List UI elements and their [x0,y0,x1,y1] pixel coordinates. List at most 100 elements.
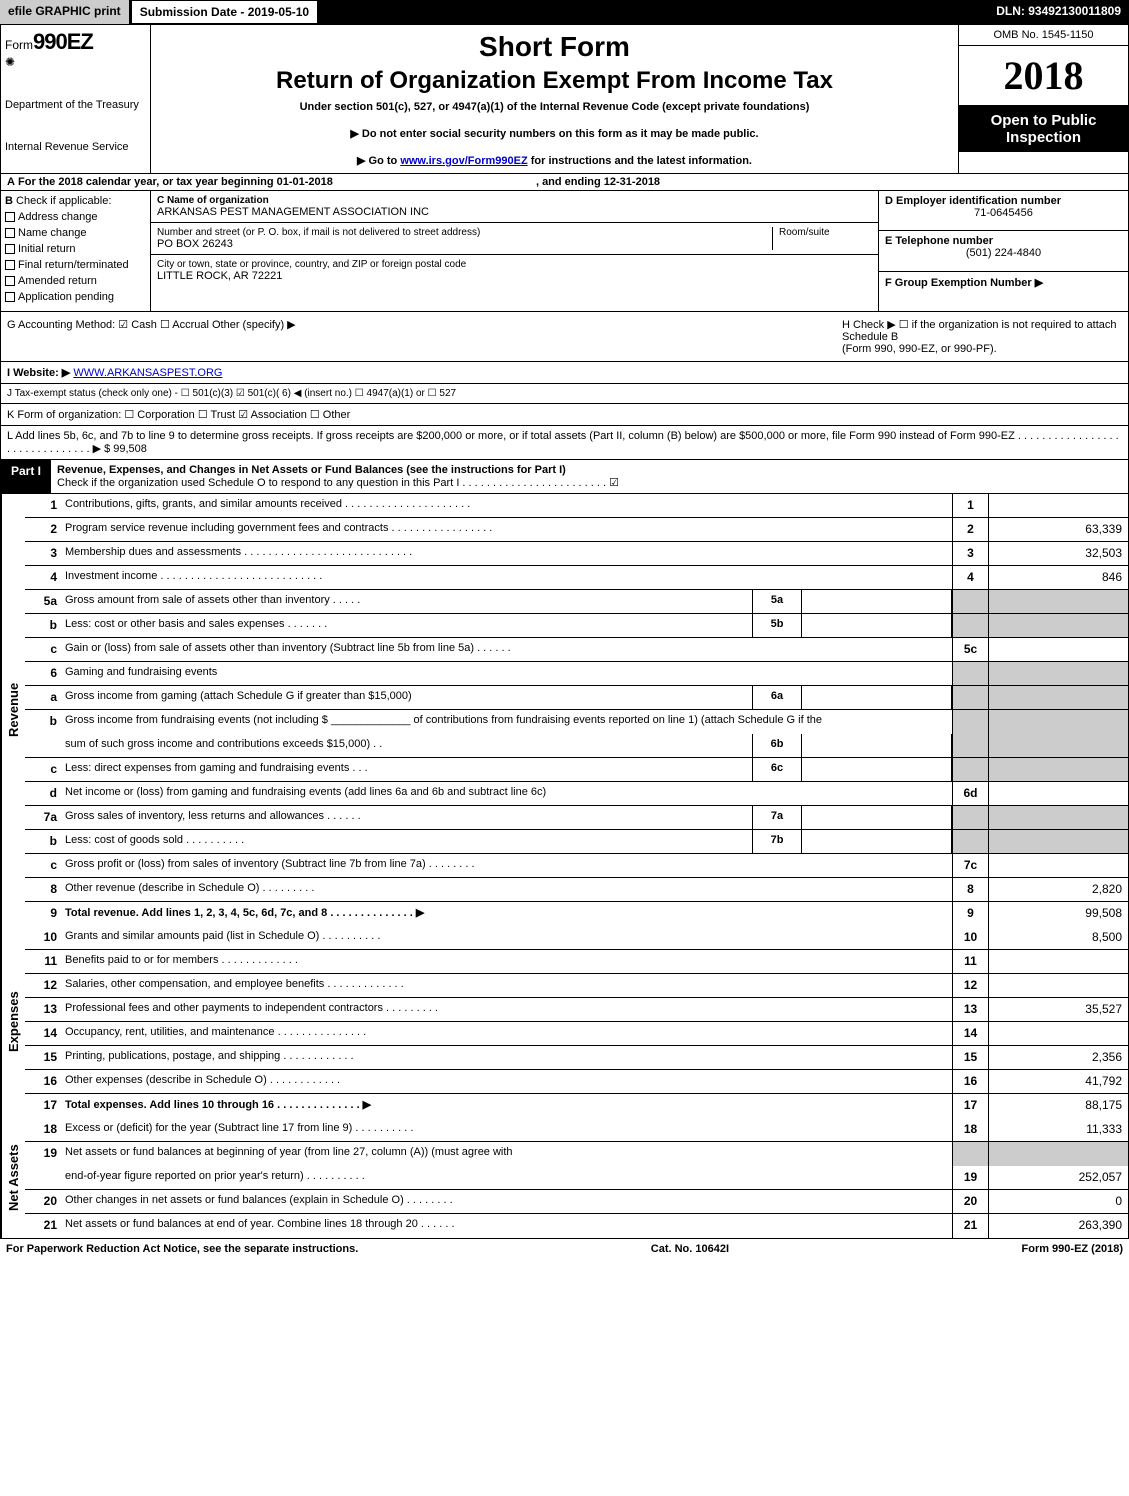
chk-address-change[interactable]: Address change [5,211,146,223]
expenses-section: Expenses 10Grants and similar amounts pa… [1,926,1128,1118]
b-label: B Check if applicable: [5,195,146,207]
return-title: Return of Organization Exempt From Incom… [157,67,952,95]
ein-value: 71-0645456 [885,207,1122,219]
part1-title: Revenue, Expenses, and Changes in Net As… [51,460,1128,493]
address-cell: Number and street (or P. O. box, if mail… [151,223,878,255]
checkbox-icon [5,228,15,238]
accounting-method: G Accounting Method: ☑ Cash ☐ Accrual Ot… [7,318,842,355]
line-7b: bLess: cost of goods sold . . . . . . . … [25,830,1128,854]
line-18: 18Excess or (deficit) for the year (Subt… [25,1118,1128,1142]
row-i: I Website: ▶ WWW.ARKANSASPEST.ORG [0,362,1129,384]
short-form-title: Short Form [157,31,952,63]
header-center: Short Form Return of Organization Exempt… [151,25,958,173]
dept-treasury: Department of the Treasury [5,99,146,111]
page-footer: For Paperwork Reduction Act Notice, see … [0,1239,1129,1259]
room-label: Room/suite [779,227,872,238]
goto-post: for instructions and the latest informat… [528,155,752,167]
efile-print-button[interactable]: efile GRAPHIC print [0,0,131,24]
open-line2: Inspection [965,129,1122,146]
part1-label: Part I [1,460,51,493]
dln: DLN: 93492130011809 [988,0,1129,24]
header-left: Form990EZ ✺ Department of the Treasury I… [1,25,151,173]
top-bar: efile GRAPHIC print Submission Date - 20… [0,0,1129,24]
header-right: OMB No. 1545-1150 2018 Open to Public In… [958,25,1128,173]
addr-label: Number and street (or P. O. box, if mail… [157,227,772,238]
chk-application-pending[interactable]: Application pending [5,291,146,303]
checkbox-icon [5,276,15,286]
line-6b2: sum of such gross income and contributio… [25,734,1128,758]
form-header: Form990EZ ✺ Department of the Treasury I… [0,24,1129,174]
org-info-col: C Name of organization ARKANSAS PEST MAN… [151,191,878,311]
line-16: 16Other expenses (describe in Schedule O… [25,1070,1128,1094]
city-label: City or town, state or province, country… [157,259,872,270]
line-14: 14Occupancy, rent, utilities, and mainte… [25,1022,1128,1046]
f-label: F Group Exemption Number ▶ [885,276,1122,289]
footer-right: Form 990-EZ (2018) [1022,1243,1123,1255]
checkbox-icon [5,212,15,222]
address: PO BOX 26243 [157,238,772,250]
line-12: 12Salaries, other compensation, and empl… [25,974,1128,998]
group-exemption-cell: F Group Exemption Number ▶ [879,272,1128,311]
line-17: 17Total expenses. Add lines 10 through 1… [25,1094,1128,1118]
goto-pre: ▶ Go to [357,155,400,167]
line-7a: 7aGross sales of inventory, less returns… [25,806,1128,830]
e-label: E Telephone number [885,235,1122,247]
netassets-section: Net Assets 18Excess or (deficit) for the… [1,1118,1128,1238]
line-8: 8Other revenue (describe in Schedule O) … [25,878,1128,902]
ein-cell: D Employer identification number 71-0645… [879,191,1128,231]
chk-amended-return[interactable]: Amended return [5,275,146,287]
chk-final-return[interactable]: Final return/terminated [5,259,146,271]
form-number: 990EZ [33,29,93,54]
line-20: 20Other changes in net assets or fund ba… [25,1190,1128,1214]
line-3: 3Membership dues and assessments . . . .… [25,542,1128,566]
open-line1: Open to Public [965,112,1122,129]
line-21: 21Net assets or fund balances at end of … [25,1214,1128,1238]
website-label: I Website: ▶ [7,367,70,379]
label-a: A [7,176,15,188]
line-6d: dNet income or (loss) from gaming and fu… [25,782,1128,806]
footer-left: For Paperwork Reduction Act Notice, see … [6,1243,358,1255]
omb-number: OMB No. 1545-1150 [959,25,1128,46]
line-10: 10Grants and similar amounts paid (list … [25,926,1128,950]
row-a-text2: , and ending 12-31-2018 [536,176,660,188]
form-label: Form990EZ [5,29,146,55]
under-section: Under section 501(c), 527, or 4947(a)(1)… [157,101,952,113]
line-2: 2Program service revenue including gover… [25,518,1128,542]
checkbox-icon [5,260,15,270]
checkbox-icon [5,292,15,302]
line-7c: cGross profit or (loss) from sales of in… [25,854,1128,878]
checkbox-icon [5,244,15,254]
city-state-zip: LITTLE ROCK, AR 72221 [157,270,872,282]
line-15: 15Printing, publications, postage, and s… [25,1046,1128,1070]
website-link[interactable]: WWW.ARKANSASPEST.ORG [73,367,222,379]
h-line2: (Form 990, 990-EZ, or 990-PF). [842,343,1122,355]
goto-note: ▶ Go to www.irs.gov/Form990EZ for instru… [157,154,952,167]
row-j: J Tax-exempt status (check only one) - ☐… [0,384,1129,404]
chk-initial-return[interactable]: Initial return [5,243,146,255]
d-label: D Employer identification number [885,195,1122,207]
org-name: ARKANSAS PEST MANAGEMENT ASSOCIATION INC [157,206,872,218]
open-to-public: Open to Public Inspection [959,106,1128,152]
phone-value: (501) 224-4840 [885,247,1122,259]
line-9: 9Total revenue. Add lines 1, 2, 3, 4, 5c… [25,902,1128,926]
line-19b: end-of-year figure reported on prior yea… [25,1166,1128,1190]
phone-cell: E Telephone number (501) 224-4840 [879,231,1128,271]
main-table: Revenue 1Contributions, gifts, grants, a… [0,494,1129,1239]
irs-logo-icon: ✺ [5,55,146,69]
row-k: K Form of organization: ☐ Corporation ☐ … [0,404,1129,426]
irs-link[interactable]: www.irs.gov/Form990EZ [400,155,527,167]
netassets-vlabel: Net Assets [1,1118,25,1238]
expenses-vlabel: Expenses [1,926,25,1118]
part1-sub: Check if the organization used Schedule … [57,477,619,489]
org-name-cell: C Name of organization ARKANSAS PEST MAN… [151,191,878,223]
block-b: B Check if applicable: Address change Na… [0,191,1129,312]
row-a-text1: For the 2018 calendar year, or tax year … [18,176,333,188]
ssn-note: ▶ Do not enter social security numbers o… [157,127,952,140]
chk-name-change[interactable]: Name change [5,227,146,239]
revenue-section: Revenue 1Contributions, gifts, grants, a… [1,494,1128,926]
revenue-vlabel: Revenue [1,494,25,926]
right-col: D Employer identification number 71-0645… [878,191,1128,311]
line-5b: bLess: cost or other basis and sales exp… [25,614,1128,638]
form-prefix: Form [5,38,33,52]
row-a: A For the 2018 calendar year, or tax yea… [0,174,1129,191]
